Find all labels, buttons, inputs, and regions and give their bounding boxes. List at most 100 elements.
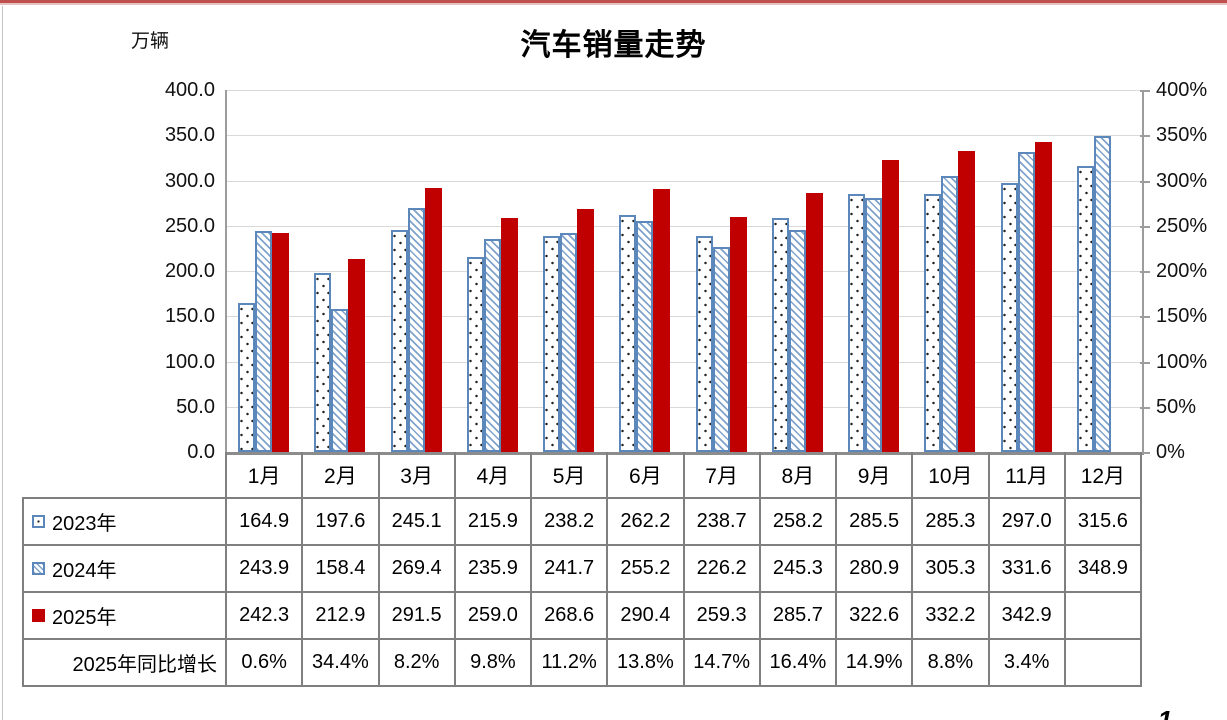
x-axis-label-7月: 7月 xyxy=(685,452,761,497)
x-axis-label-12月: 12月 xyxy=(1066,452,1142,497)
table-cell: 268.6 xyxy=(532,593,609,640)
bar-group-12月 xyxy=(1066,90,1142,452)
table-row-2024年: 2024年 243.9 158.4 269.4 235.9 241.7 255.2 226.2… xyxy=(24,546,1142,593)
left-axis-unit-label: 万辆 xyxy=(131,31,170,52)
right-axis-tick-label: 300% xyxy=(1156,169,1208,192)
bar-2023年-6月 xyxy=(619,214,637,452)
plot-area xyxy=(225,90,1144,455)
right-axis-tickmark xyxy=(1140,406,1150,409)
table-cell: 16.4% xyxy=(760,640,837,687)
table-cell: 238.2 xyxy=(532,499,609,546)
legend-key-2024年 xyxy=(32,562,45,575)
bar-2023年-5月 xyxy=(543,236,560,452)
table-row-label-text: 2023年 xyxy=(52,513,117,535)
table-row-label-text: 2025年同比增长 xyxy=(72,654,218,676)
table-cell: 332.2 xyxy=(913,593,990,640)
table-row-label-text: 2024年 xyxy=(52,560,117,582)
data-table: 2023年 164.9 197.6 245.1 215.9 238.2 262.2 238.7… xyxy=(22,497,1142,687)
table-cell: 255.2 xyxy=(608,546,685,593)
bar-group-4月 xyxy=(456,90,532,452)
bar-2023年-1月 xyxy=(238,302,255,452)
bar-2024年-9月 xyxy=(865,197,882,452)
table-cell: 215.9 xyxy=(455,499,532,546)
x-axis-label-9月: 9月 xyxy=(837,452,914,497)
bar-2024年-5月 xyxy=(560,233,577,452)
table-cell: 297.0 xyxy=(989,499,1066,546)
bar-2025年-10月 xyxy=(958,151,976,452)
bar-2023年-10月 xyxy=(924,193,942,452)
chart-title: 汽车销量走势 xyxy=(520,29,707,62)
x-axis-label-8月: 8月 xyxy=(761,452,837,497)
table-row-label: 2025年 xyxy=(24,593,227,640)
bar-2025年-9月 xyxy=(882,160,899,452)
table-cell: 158.4 xyxy=(303,546,380,593)
table-cell: 8.8% xyxy=(913,640,990,687)
gridline xyxy=(227,361,1142,363)
table-cell: 197.6 xyxy=(303,499,380,546)
table-cell: 285.3 xyxy=(913,499,990,546)
table-row-2023年: 2023年 164.9 197.6 245.1 215.9 238.2 262.2 238.7… xyxy=(24,499,1142,546)
bar-group-8月 xyxy=(761,90,837,452)
bar-2024年-12月 xyxy=(1093,136,1111,452)
right-axis-tickmark xyxy=(1140,452,1150,454)
table-cell: 285.5 xyxy=(837,499,914,546)
top-accent-line-secondary xyxy=(0,3,1227,5)
table-cell: 258.2 xyxy=(760,499,837,546)
left-axis-tick-label: 300.0 xyxy=(164,169,215,192)
right-axis-tick-label: 50% xyxy=(1156,395,1197,418)
x-axis-label-4月: 4月 xyxy=(456,452,532,497)
x-axis-label-6月: 6月 xyxy=(608,452,685,497)
bar-2024年-1月 xyxy=(255,231,272,452)
right-axis-tickmark xyxy=(1140,271,1150,273)
bar-2025年-8月 xyxy=(805,193,823,452)
bar-2024年-3月 xyxy=(407,208,425,452)
gridline xyxy=(227,225,1142,227)
x-axis-label-3月: 3月 xyxy=(380,452,456,497)
bar-2024年-4月 xyxy=(483,238,501,452)
top-accent-line xyxy=(0,0,1227,3)
left-axis-tick-label: 400.0 xyxy=(164,79,215,101)
table-cell: 331.6 xyxy=(989,546,1066,593)
x-axis-label-2月: 2月 xyxy=(303,452,380,497)
right-axis-tickmark xyxy=(1140,135,1150,138)
bar-group-7月 xyxy=(685,90,761,452)
bar-2023年-3月 xyxy=(390,230,408,452)
table-cell: 241.7 xyxy=(532,546,609,593)
table-row-2025年: 2025年 242.3 212.9 291.5 259.0 268.6 290.4 259.3… xyxy=(24,593,1142,640)
table-cell: 238.7 xyxy=(684,499,761,546)
right-axis-tickmark xyxy=(1140,316,1150,319)
left-axis-tick-label: 50.0 xyxy=(176,395,215,418)
right-axis-tickmark xyxy=(1140,90,1150,92)
gridline xyxy=(227,90,1142,91)
gridline xyxy=(227,180,1142,182)
bar-group-3月 xyxy=(380,90,456,452)
table-row-label-text: 2025年 xyxy=(52,607,117,629)
left-edge-line xyxy=(2,6,3,720)
table-cell: 242.3 xyxy=(227,593,304,640)
table-row-2025年同比增长: 2025年同比增长 0.6% 34.4% 8.2% 9.8% 11.2% 13.8% 14.7… xyxy=(24,640,1142,687)
bar-2025年-2月 xyxy=(348,259,366,452)
table-cell: 348.9 xyxy=(1065,546,1142,593)
table-row-label: 2023年 xyxy=(24,499,227,546)
table-cell xyxy=(1065,593,1142,640)
table-cell: 13.8% xyxy=(608,640,685,687)
table-cell: 245.1 xyxy=(379,499,456,546)
table-cell: 290.4 xyxy=(608,593,685,640)
left-axis-tick-label: 350.0 xyxy=(164,124,215,147)
gridline xyxy=(227,316,1142,318)
page-number-fragment: 1 xyxy=(1150,707,1180,720)
table-cell: 322.6 xyxy=(837,593,914,640)
table-cell: 235.9 xyxy=(455,546,532,593)
table-cell: 245.3 xyxy=(760,546,837,593)
bar-2025年-6月 xyxy=(653,189,671,452)
bar-group-1月 xyxy=(227,90,303,452)
bar-2024年-10月 xyxy=(941,175,959,452)
bar-2024年-2月 xyxy=(331,308,349,452)
bar-2023年-2月 xyxy=(314,273,332,452)
table-cell: 342.9 xyxy=(989,593,1066,640)
bar-2023年-8月 xyxy=(771,218,789,452)
table-cell: 315.6 xyxy=(1065,499,1142,546)
bar-2024年-11月 xyxy=(1017,151,1035,452)
table-cell: 8.2% xyxy=(379,640,456,687)
